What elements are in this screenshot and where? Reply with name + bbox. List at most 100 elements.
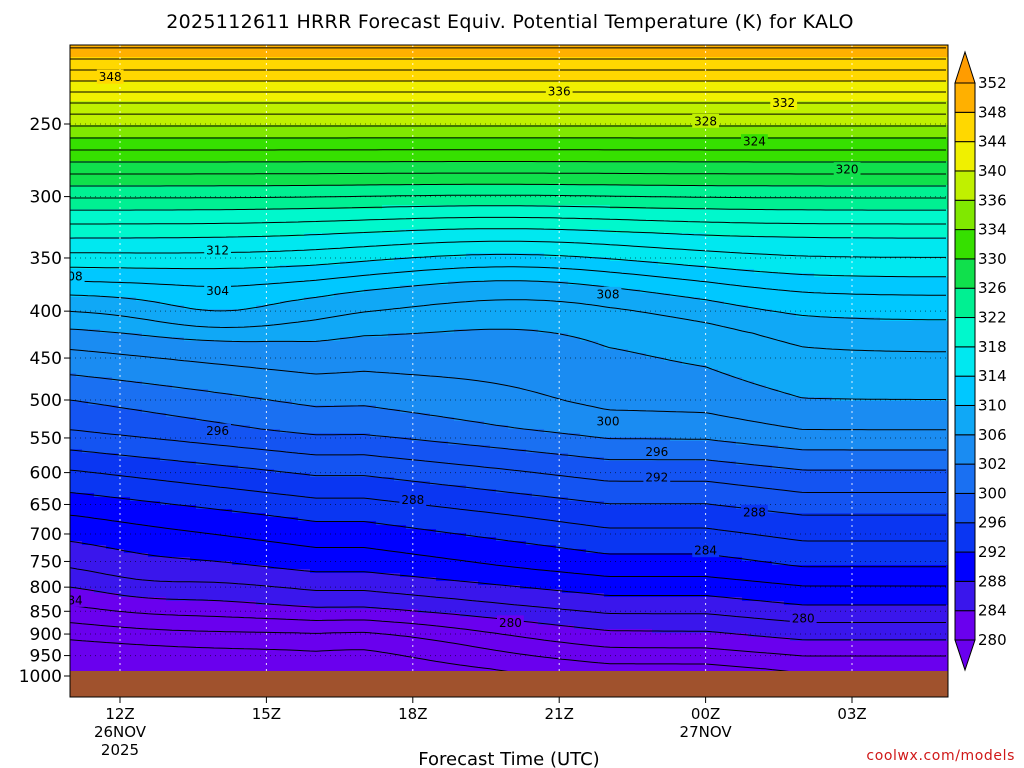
band-cell	[142, 81, 149, 102]
band-cell	[850, 209, 857, 238]
band-cell	[100, 57, 107, 82]
band-cell	[706, 269, 713, 302]
colorbar-label: 296	[978, 514, 1007, 532]
band-cell	[82, 81, 89, 102]
band-cell	[628, 125, 635, 138]
band-cell	[184, 341, 191, 390]
band-cell	[436, 285, 443, 334]
band-cell	[694, 57, 701, 82]
band-cell	[586, 629, 593, 697]
band-cell	[118, 125, 125, 138]
band-cell	[544, 257, 551, 282]
colorbar-swatch	[954, 170, 976, 201]
band-cell	[580, 45, 587, 58]
band-cell	[832, 469, 839, 514]
band-cell	[796, 137, 803, 162]
band-cell	[352, 185, 359, 210]
band-cell	[166, 385, 173, 418]
band-cell	[166, 137, 173, 162]
band-cell	[874, 125, 881, 138]
band-cell	[316, 477, 323, 522]
band-cell	[892, 209, 899, 238]
band-cell	[88, 209, 95, 238]
band-cell	[874, 101, 881, 126]
band-cell	[190, 341, 197, 390]
band-cell	[70, 589, 77, 697]
band-cell	[706, 101, 713, 126]
band-cell	[724, 209, 731, 238]
band-cell	[418, 529, 425, 578]
band-cell	[832, 641, 839, 697]
band-cell	[856, 185, 863, 210]
band-cell	[412, 333, 419, 414]
band-cell	[118, 457, 125, 498]
band-cell	[460, 281, 467, 330]
band-cell	[568, 433, 575, 458]
band-cell	[724, 557, 731, 598]
band-cell	[850, 137, 857, 162]
band-cell	[334, 265, 341, 294]
band-cell	[436, 333, 443, 418]
band-cell	[94, 57, 101, 82]
band-cell	[82, 161, 89, 186]
band-cell	[340, 81, 347, 102]
band-cell	[874, 469, 881, 514]
band-cell	[550, 333, 557, 434]
band-cell	[316, 125, 323, 138]
band-cell	[898, 57, 905, 82]
band-cell	[112, 161, 119, 186]
band-cell	[346, 209, 353, 234]
band-cell	[226, 57, 233, 82]
band-cell	[742, 161, 749, 186]
band-cell	[628, 81, 635, 102]
band-cell	[946, 277, 948, 322]
band-cell	[304, 81, 311, 102]
band-cell	[292, 301, 299, 342]
band-cell	[850, 45, 857, 58]
band-cell	[562, 57, 569, 82]
band-cell	[76, 377, 83, 402]
band-cell	[634, 505, 641, 554]
band-cell	[586, 341, 593, 438]
band-cell	[214, 125, 221, 138]
band-cell	[304, 101, 311, 126]
band-cell	[238, 309, 245, 342]
band-cell	[70, 269, 77, 298]
band-cell	[316, 101, 323, 126]
band-cell	[172, 125, 179, 138]
band-cell	[280, 433, 287, 474]
band-cell	[784, 57, 791, 82]
band-cell	[598, 81, 605, 102]
band-cell	[502, 493, 509, 542]
band-cell	[100, 453, 107, 498]
band-cell	[610, 137, 617, 162]
band-cell	[430, 613, 437, 697]
band-cell	[154, 45, 161, 58]
band-cell	[538, 625, 545, 697]
band-cell	[508, 429, 515, 450]
band-cell	[904, 449, 911, 470]
band-cell	[262, 341, 269, 402]
band-cell	[466, 329, 473, 422]
band-cell	[124, 161, 131, 186]
y-tick-label: 900	[30, 625, 62, 645]
band-cell	[418, 81, 425, 102]
band-cell	[622, 185, 629, 210]
band-cell	[508, 585, 515, 622]
band-cell	[742, 125, 749, 138]
band-cell	[556, 125, 563, 138]
band-cell	[760, 125, 767, 138]
band-cell	[640, 209, 647, 234]
band-cell	[658, 505, 665, 554]
band-cell	[910, 277, 917, 322]
band-cell	[166, 81, 173, 102]
band-cell	[796, 101, 803, 126]
band-cell	[442, 485, 449, 534]
band-cell	[274, 209, 281, 238]
band-cell	[478, 45, 485, 58]
contour-line	[70, 492, 946, 568]
band-cell	[394, 233, 401, 258]
colorbar-label: 310	[978, 396, 1007, 414]
band-cell	[448, 445, 455, 486]
band-cell	[940, 469, 947, 514]
